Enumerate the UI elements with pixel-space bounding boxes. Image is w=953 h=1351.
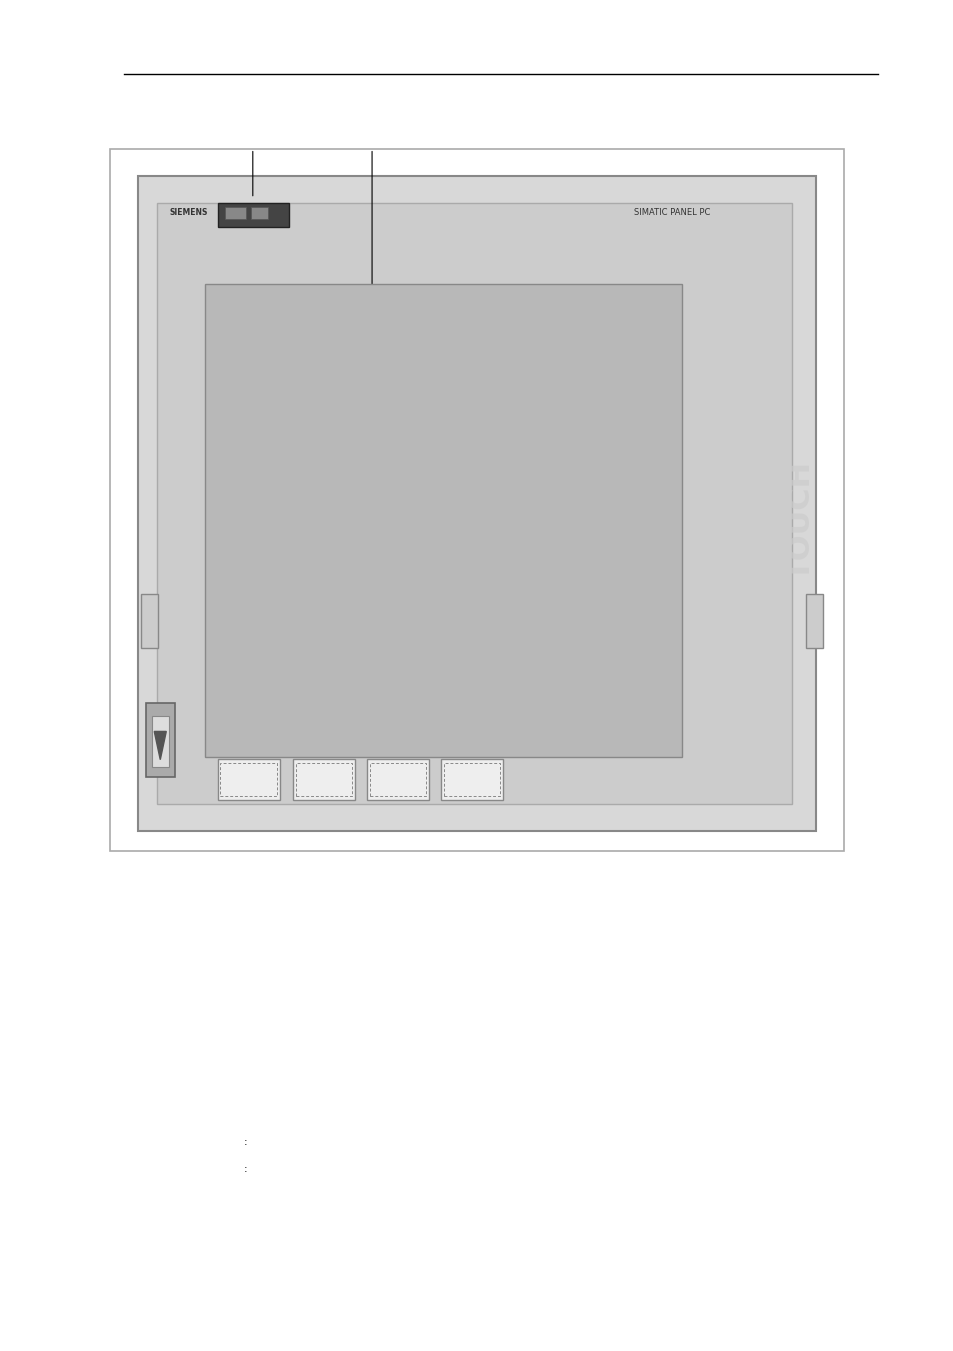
Bar [225,207,246,219]
Bar [370,763,426,796]
Text: SIMATIC PANEL PC: SIMATIC PANEL PC [634,208,710,216]
Bar [367,759,429,800]
Bar [141,594,158,648]
Bar [295,763,352,796]
Bar [138,176,815,831]
Bar [146,703,174,777]
Text: SIEMENS: SIEMENS [170,208,208,216]
Polygon shape [154,731,166,759]
Bar [217,203,289,227]
Bar [205,284,681,757]
Bar [443,763,499,796]
Bar [157,203,791,804]
Bar [293,759,355,800]
Bar [440,759,502,800]
Text: TOUCH: TOUCH [786,461,815,580]
Bar [220,763,276,796]
Bar [217,759,279,800]
Text: :: : [243,1136,247,1147]
Bar [805,594,822,648]
Text: :: : [243,1163,247,1174]
Bar [110,149,843,851]
Bar [251,207,268,219]
Bar [152,716,169,767]
